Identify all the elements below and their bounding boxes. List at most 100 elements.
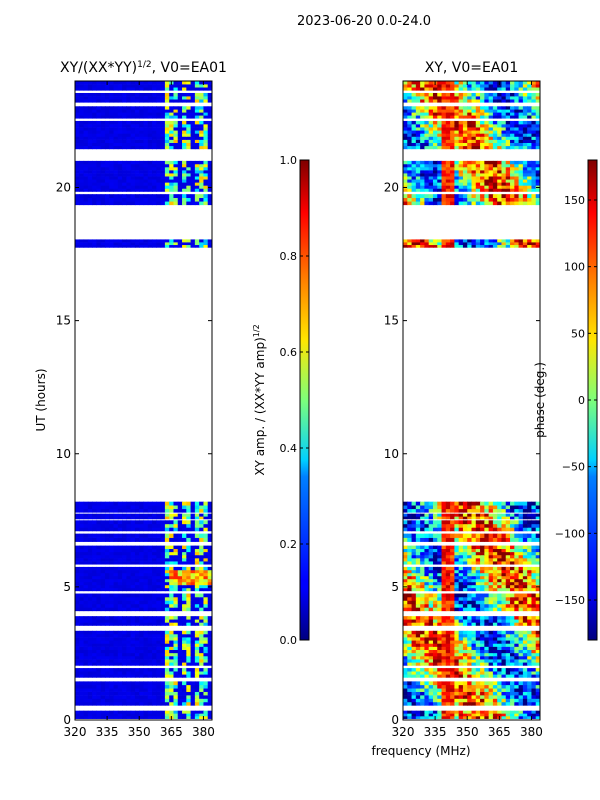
heatmap-cell	[92, 160, 98, 165]
heatmap-cell	[475, 545, 481, 550]
heatmap-cell	[492, 662, 498, 666]
heatmap-cell	[117, 637, 123, 641]
heatmap-cell	[104, 527, 110, 532]
heatmap-cell	[497, 545, 503, 550]
heatmap-cell	[122, 173, 127, 177]
heatmap-cell	[182, 179, 187, 183]
heatmap-cell	[113, 551, 119, 556]
heatmap-cell	[505, 637, 511, 641]
heatmap-cell	[186, 145, 192, 150]
heatmap-cell	[194, 584, 200, 589]
heatmap-cell	[182, 596, 187, 601]
heatmap-cell	[437, 575, 443, 580]
heatmap-cell	[450, 545, 455, 550]
heatmap-cell	[109, 561, 115, 565]
heatmap-cell	[96, 659, 102, 663]
heatmap-cell	[501, 716, 507, 719]
heatmap-cell	[527, 244, 533, 248]
heatmap-cell	[203, 109, 209, 113]
heatmap-cell	[203, 112, 209, 116]
heatmap-cell	[126, 659, 132, 663]
heatmap-cell	[531, 575, 537, 580]
heatmap-cell	[75, 587, 80, 592]
heatmap-cell	[134, 163, 140, 168]
heatmap-cell	[190, 575, 196, 580]
heatmap-cell	[96, 566, 102, 571]
heatmap-cell	[432, 575, 438, 580]
heatmap-cell	[164, 584, 170, 589]
heatmap-cell	[445, 603, 451, 608]
heatmap-cell	[130, 516, 136, 520]
heatmap-cell	[186, 659, 192, 663]
heatmap-cell	[428, 643, 434, 647]
heatmap-cell	[203, 616, 209, 620]
heatmap-cell	[139, 668, 145, 672]
heatmap-cell	[160, 136, 166, 140]
heatmap-cell	[420, 523, 426, 528]
heatmap-cell	[527, 537, 533, 542]
heatmap-cell	[450, 593, 455, 598]
heatmap-cell	[510, 600, 515, 605]
heatmap-cell	[535, 607, 540, 612]
heatmap-cell	[75, 655, 80, 660]
heatmap-cell	[100, 655, 106, 660]
heatmap-cell	[471, 701, 477, 706]
heatmap-cell	[75, 201, 80, 206]
heatmap-cell	[130, 197, 136, 202]
heatmap-cell	[147, 681, 153, 686]
heatmap-cell	[458, 501, 464, 506]
heatmap-cell	[87, 695, 93, 699]
heatmap-cell	[411, 584, 417, 589]
heatmap-cell	[143, 713, 149, 717]
heatmap-cell	[134, 569, 140, 574]
heatmap-cell	[497, 501, 503, 506]
heatmap-cell	[484, 643, 490, 647]
heatmap-cell	[117, 520, 123, 525]
heatmap-cell	[199, 201, 205, 206]
heatmap-cell	[535, 630, 540, 635]
heatmap-cell	[194, 572, 200, 577]
heatmap-cell	[143, 578, 149, 583]
heatmap-cell	[475, 197, 481, 202]
heatmap-cell	[514, 581, 520, 586]
heatmap-cell	[437, 520, 443, 525]
heatmap-cell	[139, 505, 145, 510]
heatmap-cell	[518, 197, 524, 202]
heatmap-cell	[531, 713, 537, 717]
heatmap-cell	[458, 593, 464, 598]
heatmap-cell	[92, 545, 98, 550]
heatmap-cell	[113, 170, 119, 174]
heatmap-cell	[113, 566, 119, 571]
heatmap-cell	[497, 674, 503, 678]
heatmap-cell	[475, 668, 481, 672]
heatmap-cell	[177, 691, 183, 696]
heatmap-cell	[484, 566, 490, 571]
heatmap-cell	[190, 99, 196, 103]
heatmap-cell	[445, 616, 451, 620]
heatmap-cell	[467, 188, 473, 192]
heatmap-cell	[522, 587, 528, 592]
heatmap-cell	[186, 637, 192, 641]
heatmap-cell	[488, 691, 494, 696]
heatmap-cell	[199, 681, 205, 686]
heatmap-cell	[407, 533, 413, 538]
heatmap-cell	[492, 188, 498, 192]
heatmap-cell	[117, 616, 123, 620]
heatmap-cell	[87, 701, 93, 706]
heatmap-cell	[441, 508, 447, 513]
heatmap-cell	[462, 551, 468, 556]
heatmap-cell	[194, 81, 200, 85]
heatmap-cell	[518, 569, 524, 574]
heatmap-cell	[535, 197, 540, 202]
heatmap-cell	[403, 533, 408, 538]
heatmap-cell	[134, 691, 140, 696]
heatmap-cell	[518, 671, 524, 675]
heatmap-cell	[79, 513, 85, 517]
heatmap-cell	[514, 584, 520, 589]
heatmap-cell	[514, 572, 520, 577]
heatmap-cell	[109, 520, 115, 525]
heatmap-cell	[134, 681, 140, 686]
heatmap-cell	[484, 596, 490, 601]
heatmap-cell	[497, 581, 503, 586]
heatmap-cell	[79, 671, 85, 675]
